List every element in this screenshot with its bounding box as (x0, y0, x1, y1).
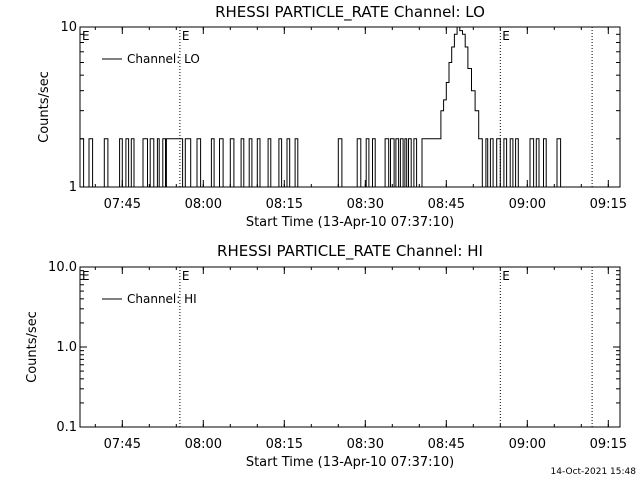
event-marker-label: E (502, 269, 510, 283)
panel-start-marker: E (82, 269, 90, 283)
x-tick-label: 09:15 (590, 437, 627, 452)
x-tick-label: 08:45 (428, 197, 465, 212)
y-tick-label: 1.0 (56, 340, 77, 355)
y-tick-label: 10 (60, 20, 77, 35)
legend-label: Channel: HI (127, 292, 197, 306)
chart-title: RHESSI PARTICLE_RATE Channel: LO (215, 3, 485, 22)
x-tick-label: 08:30 (347, 197, 384, 212)
x-tick-label: 09:00 (509, 197, 546, 212)
x-tick-label: 09:00 (509, 437, 546, 452)
x-axis-label: Start Time (13-Apr-10 07:37:10) (246, 215, 454, 230)
panel-start-marker: E (82, 29, 90, 43)
y-tick-label: 1 (69, 180, 77, 195)
y-axis-label: Counts/sec (37, 71, 52, 143)
y-tick-label: 0.1 (56, 420, 77, 435)
event-marker-label: E (502, 29, 510, 43)
x-tick-label: 08:15 (266, 437, 303, 452)
x-tick-label: 09:15 (590, 197, 627, 212)
plot-timestamp: 14-Oct-2021 15:48 (551, 467, 637, 477)
event-marker-label: E (182, 29, 190, 43)
x-tick-label: 08:00 (185, 197, 222, 212)
legend-label: Channel: LO (127, 52, 200, 66)
x-axis-label: Start Time (13-Apr-10 07:37:10) (246, 455, 454, 470)
x-tick-label: 07:45 (104, 437, 141, 452)
x-tick-label: 08:15 (266, 197, 303, 212)
chart-title: RHESSI PARTICLE_RATE Channel: HI (217, 242, 483, 261)
x-tick-label: 08:45 (428, 437, 465, 452)
y-axis-label: Counts/sec (25, 311, 40, 383)
y-tick-label: 10.0 (48, 260, 77, 275)
x-tick-label: 07:45 (104, 197, 141, 212)
event-marker-label: E (182, 269, 190, 283)
x-tick-label: 08:30 (347, 437, 384, 452)
series-line-channel-lo (80, 26, 564, 188)
plot-frame-2 (79, 266, 621, 428)
x-tick-label: 08:00 (185, 437, 222, 452)
